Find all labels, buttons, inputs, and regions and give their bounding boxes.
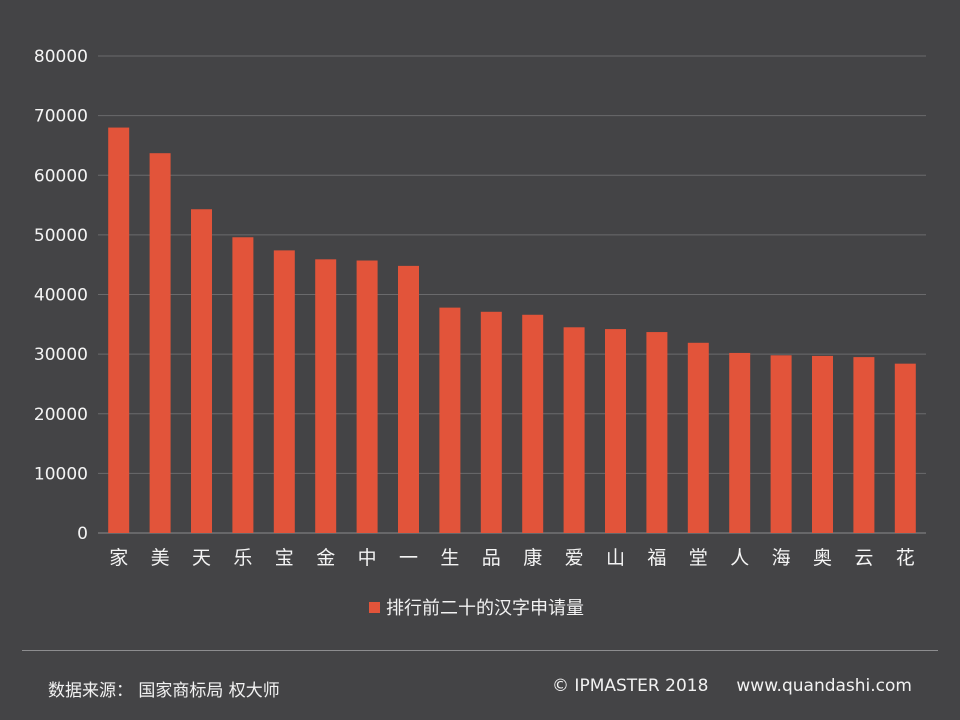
y-tick-label: 60000: [34, 166, 88, 186]
y-tick-label: 20000: [34, 405, 88, 425]
bar: [356, 260, 378, 533]
footer-credits: © IPMASTER 2018 www.quandashi.com: [552, 676, 912, 696]
bar: [149, 153, 171, 533]
legend-swatch: [369, 601, 380, 613]
x-tick-label: 堂: [689, 547, 708, 569]
bar: [273, 250, 295, 533]
bar: [439, 307, 461, 533]
x-tick-label: 奥: [813, 547, 832, 569]
x-tick-label: 福: [647, 547, 666, 569]
bar: [646, 332, 668, 533]
x-tick-label: 山: [606, 547, 625, 569]
website-link[interactable]: www.quandashi.com: [736, 676, 912, 696]
x-tick-label: 美: [151, 547, 170, 569]
bar: [563, 327, 585, 533]
y-tick-label: 40000: [34, 286, 88, 306]
bar: [605, 329, 626, 533]
legend: 排行前二十的汉字申请量: [369, 594, 584, 620]
y-tick-label: 0: [77, 524, 88, 544]
bar: [480, 311, 502, 533]
bar: [191, 209, 212, 533]
data-source-text: 数据来源： 国家商标局 权大师: [48, 681, 280, 701]
x-tick-label: 金: [316, 547, 335, 569]
bar: [108, 127, 130, 534]
bar: [894, 363, 916, 533]
bar: [687, 342, 709, 533]
x-tick-label: 宝: [275, 547, 294, 569]
bar: [812, 355, 833, 533]
footer-divider: [22, 650, 938, 651]
bar: [853, 357, 875, 533]
x-tick-label: 海: [772, 547, 791, 569]
y-tick-label: 70000: [34, 107, 88, 127]
x-tick-label: 花: [896, 547, 915, 569]
y-tick-label: 10000: [34, 464, 88, 484]
bar: [398, 265, 419, 533]
x-tick-label: 中: [358, 547, 377, 569]
bar: [729, 352, 751, 533]
x-tick-label: 爱: [565, 547, 584, 569]
x-tick-label: 人: [730, 547, 749, 569]
bar: [232, 237, 254, 533]
x-tick-label: 生: [440, 547, 459, 569]
legend-label: 排行前二十的汉字申请量: [386, 598, 584, 619]
x-tick-label: 一: [399, 547, 418, 569]
bar: [522, 314, 544, 533]
x-tick-label: 天: [192, 547, 211, 569]
copyright-text: © IPMASTER 2018: [552, 676, 709, 696]
y-tick-label: 50000: [34, 226, 88, 246]
x-tick-label: 康: [523, 547, 542, 569]
x-tick-label: 家: [109, 547, 128, 569]
x-tick-label: 乐: [233, 547, 252, 569]
y-tick-label: 30000: [34, 345, 88, 365]
y-tick-label: 80000: [34, 47, 88, 67]
x-tick-label: 品: [482, 547, 501, 569]
bar: [315, 259, 337, 533]
bar: [770, 355, 792, 533]
x-tick-label: 云: [854, 547, 873, 569]
